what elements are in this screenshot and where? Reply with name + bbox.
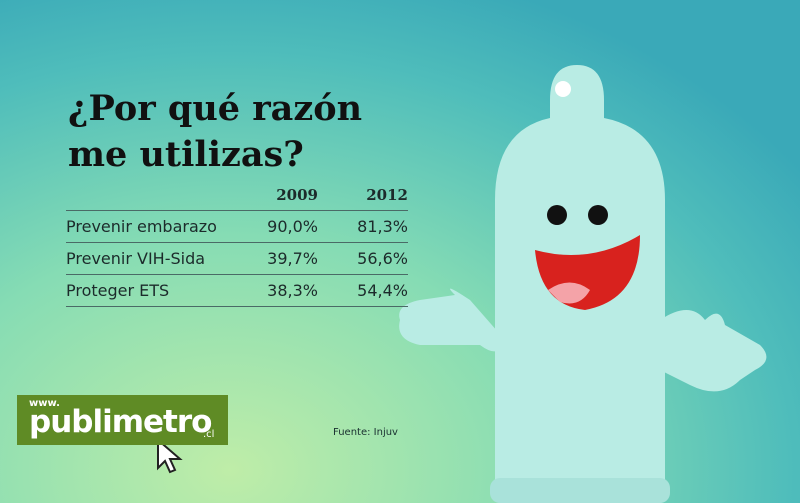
row-label: Prevenir embarazo xyxy=(66,210,248,243)
header-row: 2009 2012 xyxy=(66,182,408,211)
cursor-icon xyxy=(157,437,183,474)
cell-value: 56,6% xyxy=(318,242,408,275)
left-arm xyxy=(399,288,505,352)
column-header: 2009 xyxy=(276,186,318,204)
row-label: Proteger ETS xyxy=(66,274,248,307)
eye xyxy=(547,205,567,225)
cell-value: 90,0% xyxy=(248,210,318,243)
cell-value: 39,7% xyxy=(248,242,318,275)
tongue xyxy=(548,282,590,304)
logo-name: publimetro xyxy=(29,404,212,440)
table-row: Prevenir VIH-Sida 39,7% 56,6% xyxy=(66,242,408,275)
title: ¿Por qué razón me utilizas? xyxy=(68,88,363,175)
cell-value: 54,4% xyxy=(318,274,408,307)
logo-prefix: www. xyxy=(29,398,60,409)
source-note: Fuente: Injuv xyxy=(333,427,398,438)
logo[interactable]: www. publimetro .cl xyxy=(17,395,228,445)
condom-ring xyxy=(490,478,670,503)
logo-suffix: .cl xyxy=(203,429,215,440)
highlight xyxy=(555,81,571,97)
table-row: Proteger ETS 38,3% 54,4% xyxy=(66,274,408,307)
table-body: Prevenir embarazo 90,0% 81,3% Prevenir VIH-… xyxy=(66,210,408,307)
data-table: 2009 2012 Prevenir embarazo 90,0% 81,3% Prev… xyxy=(66,182,408,307)
cell-value: 38,3% xyxy=(248,274,318,307)
row-label: Prevenir VIH-Sida xyxy=(66,242,248,275)
table-row: Prevenir embarazo 90,0% 81,3% xyxy=(66,210,408,243)
header-spacer xyxy=(66,182,248,211)
eye xyxy=(588,205,608,225)
right-arm xyxy=(660,310,767,392)
column-header: 2012 xyxy=(366,186,408,204)
cell-value: 81,3% xyxy=(318,210,408,243)
